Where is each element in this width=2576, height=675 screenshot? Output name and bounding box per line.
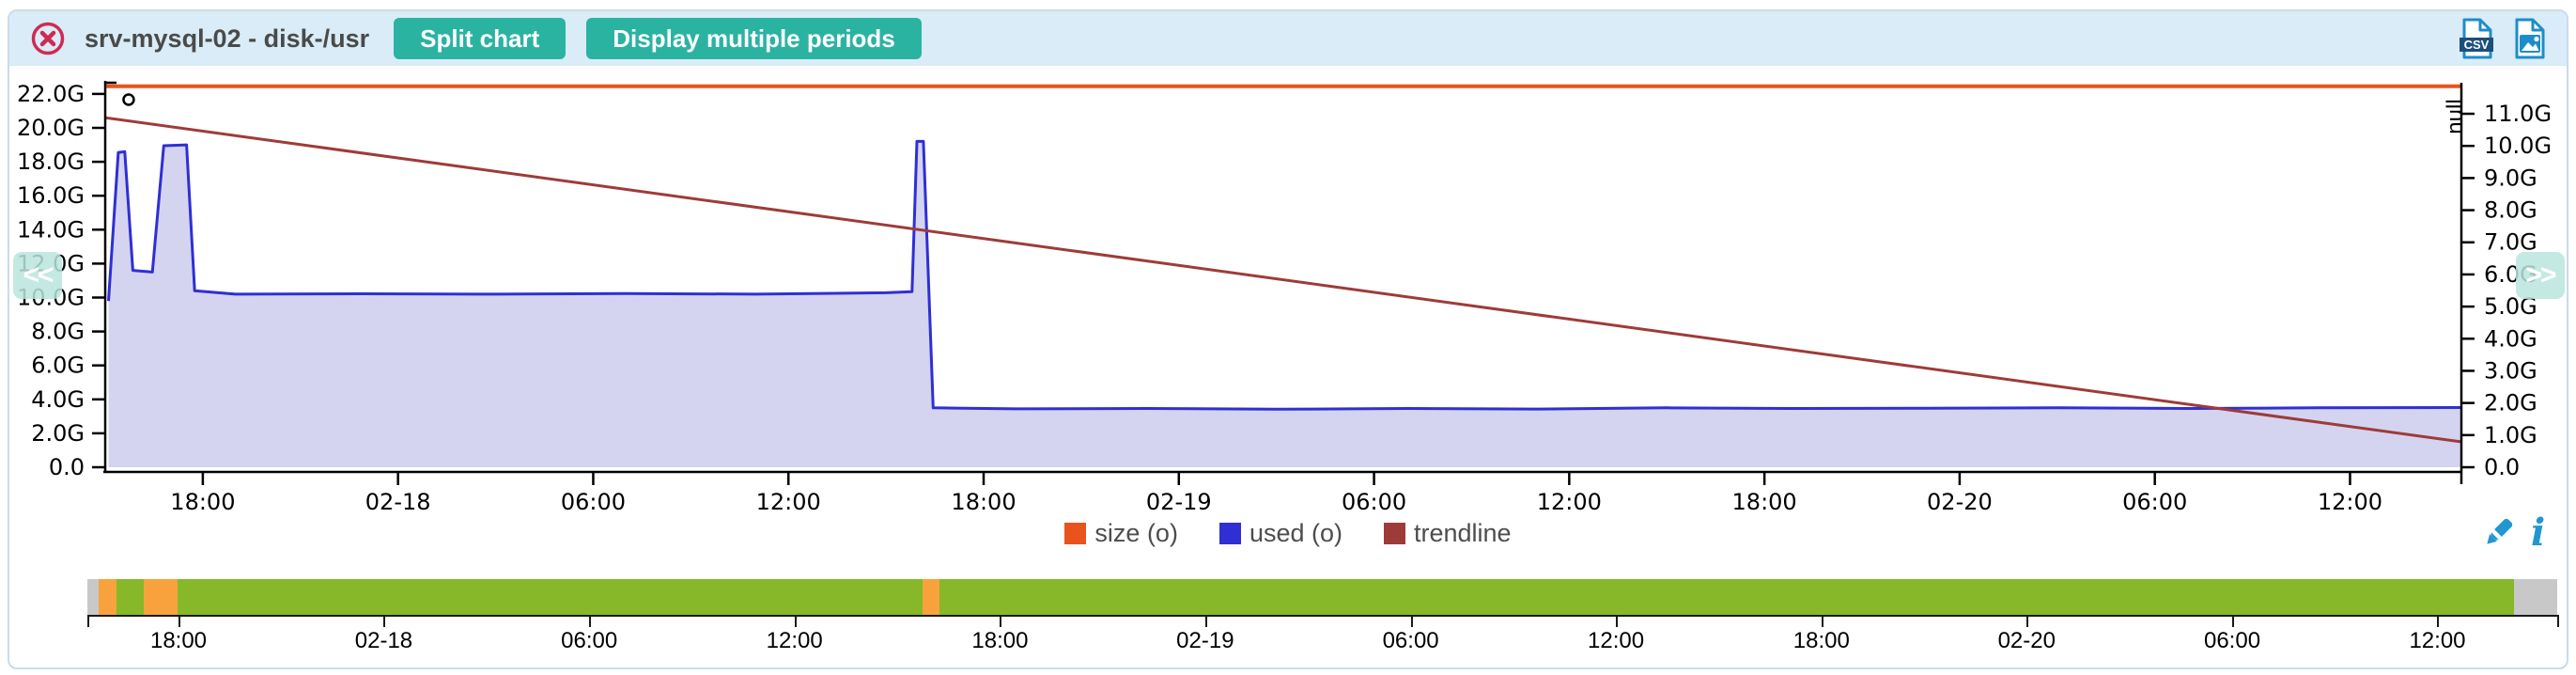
x-axis-tick-label: 06:00 — [1342, 489, 1406, 515]
left-axis-tick-label: 18.0G — [17, 149, 85, 175]
series-line-trendline — [104, 116, 2461, 444]
x-axis-tick-label: 02-20 — [1927, 489, 1993, 515]
right-axis-tick-label: 1.0G — [2484, 422, 2537, 448]
left-axis-tick-label: 6.0G — [31, 353, 85, 379]
timeline-tick — [1000, 615, 1002, 627]
legend-label: trendline — [1414, 519, 1512, 547]
graph-header: srv-mysql-02 - disk-/usr Split chart Dis… — [9, 11, 2567, 66]
timeline-tick — [383, 615, 386, 627]
legend-label: used (o) — [1249, 519, 1342, 547]
close-icon[interactable] — [28, 19, 68, 58]
image-export-icon[interactable] — [2510, 17, 2550, 60]
left-axis-tick-label: 14.0G — [17, 216, 85, 243]
left-axis-tick-label: 0.0 — [49, 454, 85, 480]
x-axis-tick-label: 12:00 — [1537, 489, 1602, 515]
timeline-segment-green — [116, 579, 144, 615]
x-axis-tick-label: 02-19 — [1146, 489, 1212, 515]
timeline-tick-label: 18:00 — [149, 628, 208, 653]
left-axis-tick-label: 20.0G — [17, 115, 85, 141]
status-timeline[interactable] — [87, 579, 2557, 615]
timeline-segment-gray — [87, 579, 100, 615]
legend-swatch — [1384, 523, 1405, 544]
x-axis-tick-label: 12:00 — [2318, 489, 2382, 515]
timeline-tick-label: 12:00 — [1588, 628, 1645, 653]
series-line-used-o- — [107, 139, 2461, 411]
scroll-right-button[interactable]: >> — [2516, 252, 2565, 299]
timeline-tick-label: 12:00 — [2409, 628, 2466, 653]
right-axis-tick-label: 9.0G — [2484, 165, 2537, 191]
split-chart-button[interactable]: Split chart — [394, 18, 566, 59]
timeline-tick — [2026, 615, 2029, 627]
legend-tools: i — [2480, 510, 2546, 555]
legend-item-size-o-[interactable]: size (o) — [1064, 519, 1178, 548]
timeline-tick — [87, 615, 89, 627]
legend-item-trendline[interactable]: trendline — [1384, 519, 1512, 548]
timeline-axis-line — [87, 615, 2557, 617]
scroll-left-button[interactable]: << — [13, 252, 62, 299]
right-axis-tick-label: 10.0G — [2484, 133, 2552, 159]
timeline-tick — [589, 615, 592, 627]
timeline-segment-gray — [2513, 579, 2557, 615]
timeline-tick — [1410, 615, 1413, 627]
left-axis-tick-label: 8.0G — [31, 319, 85, 345]
timeline-tick-label: 18:00 — [1792, 628, 1850, 653]
right-axis-tick-label: 2.0G — [2484, 390, 2537, 416]
legend-swatch — [1064, 523, 1087, 544]
edit-icon[interactable] — [2480, 515, 2516, 551]
left-axis-tick-label: 22.0G — [17, 81, 85, 107]
csv-export-icon[interactable]: CSV — [2458, 17, 2497, 60]
x-axis-tick-label: 18:00 — [1732, 489, 1797, 515]
timeline-segment-orange — [99, 579, 116, 615]
annotation-marker-o — [122, 93, 135, 106]
series-area-used-o- — [108, 141, 2461, 467]
display-multiple-periods-button[interactable]: Display multiple periods — [586, 18, 922, 59]
timeline-tick-label: 06:00 — [561, 628, 618, 653]
csv-icon-label: CSV — [2464, 38, 2490, 52]
timeline-tick-label: 02-20 — [1997, 628, 2056, 653]
timeline-tick-label: 02-18 — [354, 628, 413, 653]
right-axis-tick-label: 4.0G — [2484, 325, 2537, 352]
timeline-tick — [1616, 615, 1619, 627]
timeline-segment-orange — [922, 579, 939, 615]
legend-swatch — [1218, 523, 1241, 544]
timeline-tick-label: 06:00 — [1382, 628, 1439, 653]
timeline-tick — [2557, 615, 2559, 627]
right-axis-tick-label: 7.0G — [2484, 229, 2537, 256]
timeline-tick — [2232, 615, 2235, 627]
timeline-tick — [794, 615, 797, 627]
timeline-tick — [1821, 615, 1823, 627]
x-axis-tick-label: 18:00 — [951, 489, 1016, 515]
timeline-tick — [178, 615, 180, 627]
x-axis-tick-label: 18:00 — [170, 489, 235, 515]
left-axis-tick-label: 16.0G — [17, 182, 85, 209]
right-axis-tick-label: 11.0G — [2484, 101, 2552, 127]
chart-legend: size (o) used (o) trendline — [0, 519, 2576, 548]
x-axis-tick-label: 12:00 — [756, 489, 821, 515]
graph-title: srv-mysql-02 - disk-/usr — [85, 24, 370, 53]
right-axis-tick-label: 0.0 — [2484, 454, 2520, 480]
close-icon-glyph — [31, 22, 65, 55]
timeline-tick-label: 18:00 — [971, 628, 1029, 653]
x-axis-tick-label: 06:00 — [561, 489, 626, 515]
left-axis-tick-label: 4.0G — [31, 386, 85, 413]
legend-item-used-o-[interactable]: used (o) — [1218, 519, 1342, 548]
left-axis-tick-label: 2.0G — [31, 420, 85, 447]
right-axis-tick-label: 8.0G — [2484, 197, 2537, 224]
timeline-segment-green — [939, 579, 2514, 615]
legend-label: size (o) — [1094, 519, 1178, 547]
info-icon[interactable]: i — [2531, 510, 2546, 555]
timeline-tick — [2437, 615, 2440, 627]
timeline-segment-orange — [143, 579, 178, 615]
timeline-tick — [1204, 615, 1207, 627]
x-axis-tick-label: 02-18 — [365, 489, 431, 515]
timeline-tick-label: 06:00 — [2203, 628, 2261, 653]
right-axis-tick-label: 3.0G — [2484, 357, 2537, 384]
timeline-tick-label: 02-19 — [1176, 628, 1234, 653]
timeline-tick-label: 12:00 — [766, 628, 823, 653]
timeline-segment-green — [177, 579, 923, 615]
right-axis-null-label: null — [2443, 99, 2468, 134]
x-axis-tick-label: 06:00 — [2122, 489, 2187, 515]
